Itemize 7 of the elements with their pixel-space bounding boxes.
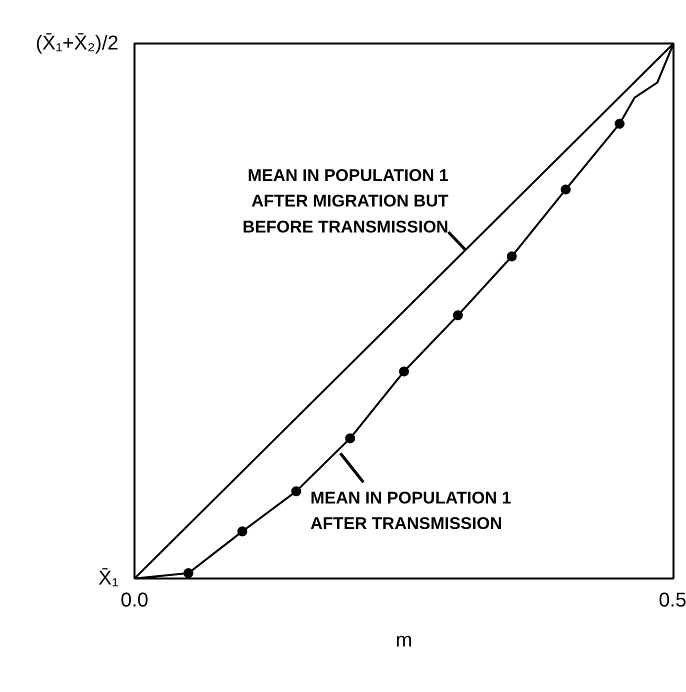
x-tick-label: 0.5: [658, 590, 686, 612]
x-axis-title: m: [396, 630, 412, 652]
x-tick-label: 0.0: [120, 590, 148, 612]
annotation: MEAN IN POPULATION 1 AFTER TRANSMISSION: [310, 488, 512, 533]
text: (X̄₁+X̄₂)/2: [36, 32, 119, 54]
text: X̄₁: [98, 567, 119, 590]
annotation: MEAN IN POPULATION 1 AFTER MIGRATION BUT BEFORE TRANSMISSION: [242, 166, 450, 236]
